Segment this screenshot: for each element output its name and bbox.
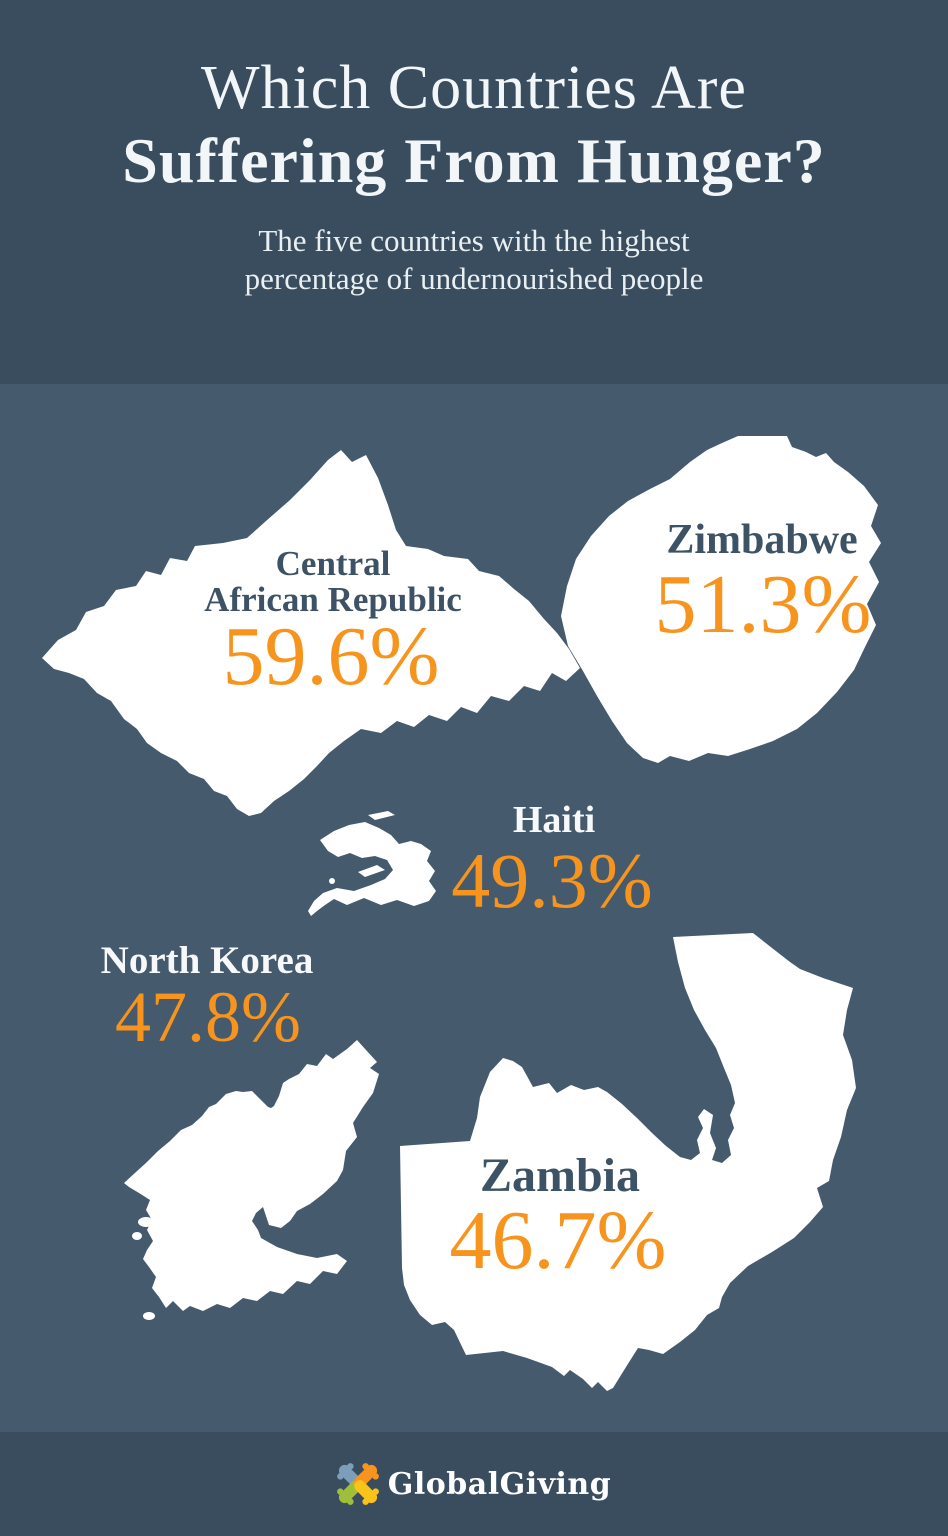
footer-band [0,1432,948,1536]
title-line-1: Which Countries Are [201,54,747,122]
subtitle-line-1: The five countries with the highest [258,223,690,258]
label-central-african-republic-line1: Central [275,544,391,583]
page-title: Which Countries Are Suffering From Hunge… [0,52,948,198]
zambia-shape [400,933,856,1391]
label-haiti: Haiti [512,799,596,841]
globalgiving-wordmark: GlobalGiving [387,1466,612,1502]
label-central-african-republic-line2: African Republic [204,580,462,619]
zimbabwe-shape [561,436,881,763]
title-line-2: Suffering From Hunger? [122,125,826,196]
haiti-shape [308,811,436,916]
north-korea-shape [124,1040,379,1320]
page-subtitle: The five countries with the highest perc… [0,222,948,298]
label-zimbabwe: Zimbabwe [666,517,858,563]
subtitle-line-2: percentage of undernourished people [244,261,704,296]
globalgiving-logo: GlobalGiving [0,1432,948,1536]
globalgiving-logo-icon [336,1463,379,1505]
value-zambia: 46.7% [449,1194,667,1287]
value-zimbabwe: 51.3% [654,558,872,651]
value-central-african-republic: 59.6% [222,610,440,703]
central-african-republic-shape [42,450,580,816]
label-zambia: Zambia [479,1149,641,1202]
value-north-korea: 47.8% [115,977,301,1057]
label-central-african-republic: Central African Republic [204,546,462,618]
label-north-korea: North Korea [100,939,314,982]
value-haiti: 49.3% [451,837,653,924]
header-band [0,0,948,384]
